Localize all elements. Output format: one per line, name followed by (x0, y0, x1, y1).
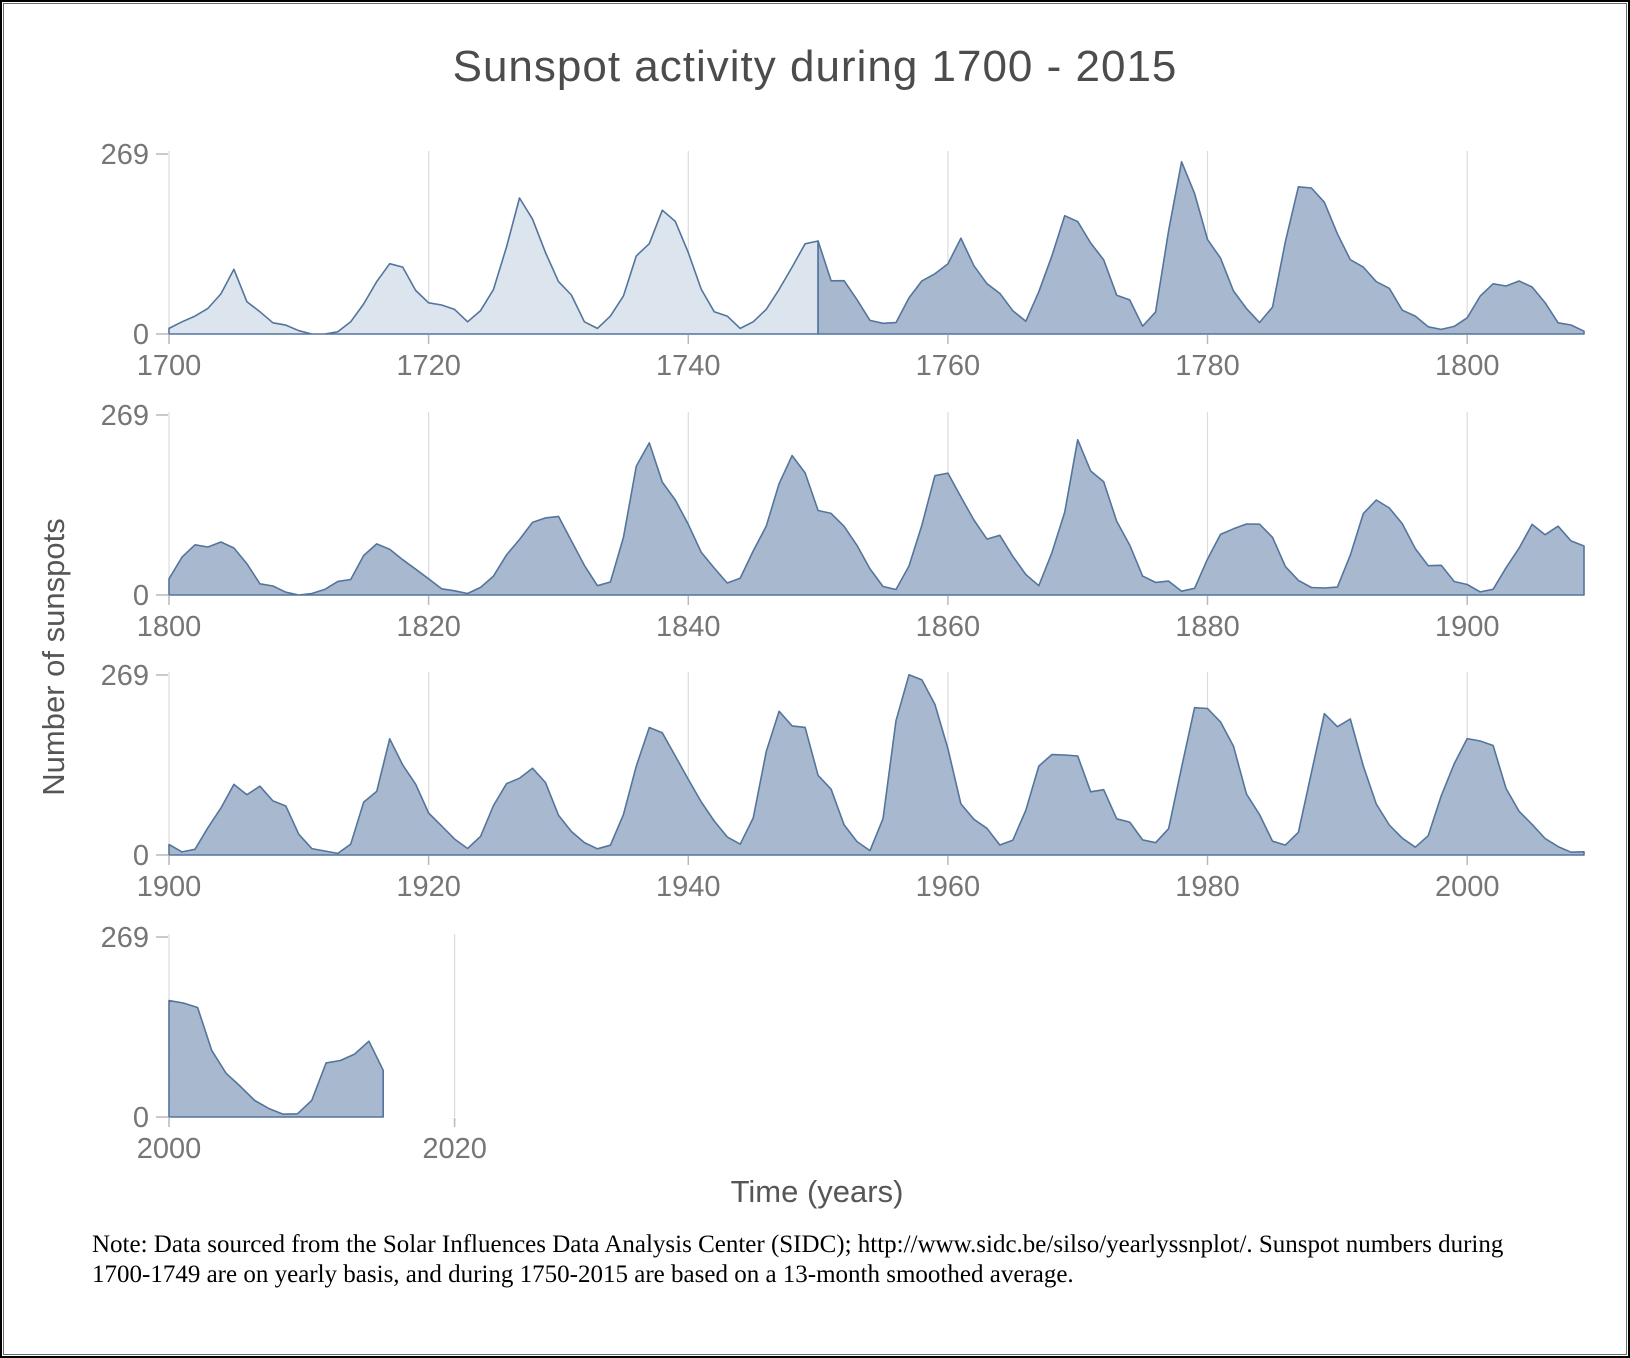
x-tick-label: 1880 (1175, 611, 1240, 643)
y-tick-label: 269 (101, 660, 149, 692)
x-tick-label: 1960 (916, 871, 981, 903)
area-segment (168, 197, 819, 335)
x-tick-label: 1780 (1175, 350, 1240, 382)
x-tick-label: 1840 (656, 611, 721, 643)
x-tick-label: 1900 (1435, 611, 1500, 643)
x-tick-label: 2000 (1435, 871, 1500, 903)
x-tick-label: 1900 (137, 871, 202, 903)
x-tick-label: 1800 (137, 611, 202, 643)
area-segment (168, 674, 1585, 856)
area-segment (168, 999, 384, 1118)
source-note: Note: Data sourced from the Solar Influe… (92, 1230, 1503, 1290)
source-note-line-2: 1700-1749 are on yearly basis, and durin… (92, 1261, 1074, 1288)
x-tick-label: 1760 (916, 350, 981, 382)
y-tick-label: 0 (133, 1102, 149, 1134)
y-tick-label: 269 (101, 922, 149, 954)
y-tick-label: 269 (101, 400, 149, 432)
x-tick-label: 1980 (1175, 871, 1240, 903)
y-tick-label: 0 (133, 319, 149, 351)
source-note-line-1: Note: Data sourced from the Solar Influe… (92, 1231, 1504, 1258)
y-tick-label: 269 (101, 139, 149, 171)
x-tick-label: 1740 (656, 350, 721, 382)
area-segment (817, 161, 1585, 335)
x-tick-label: 1700 (137, 350, 202, 382)
area-segment (168, 439, 1585, 596)
y-tick-label: 0 (133, 580, 149, 612)
x-axis-label: Time (years) (730, 1174, 904, 1209)
x-tick-label: 2020 (422, 1133, 487, 1165)
chart-title: Sunspot activity during 1700 - 2015 (452, 42, 1178, 91)
x-tick-label: 1940 (656, 871, 721, 903)
x-tick-label: 1820 (396, 611, 461, 643)
x-tick-label: 2000 (137, 1133, 202, 1165)
x-tick-label: 1800 (1435, 350, 1500, 382)
x-tick-label: 1860 (916, 611, 981, 643)
y-tick-label: 0 (133, 840, 149, 872)
x-tick-label: 1920 (396, 871, 461, 903)
x-tick-label: 1720 (396, 350, 461, 382)
